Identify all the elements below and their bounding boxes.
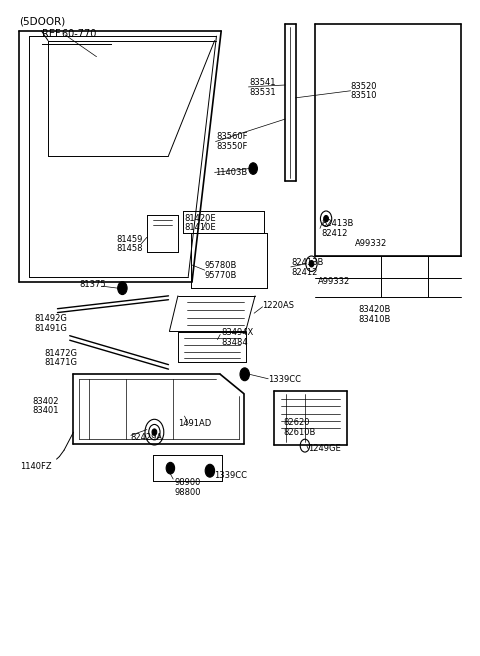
Circle shape [118,281,127,295]
Text: 1140FZ: 1140FZ [20,462,51,471]
Text: 83560F: 83560F [216,132,248,141]
Text: 83541: 83541 [250,78,276,87]
Text: 1339CC: 1339CC [214,471,247,480]
Circle shape [205,464,215,477]
Text: 11403B: 11403B [216,168,248,177]
Text: 83494X: 83494X [221,328,253,337]
Text: 1339CC: 1339CC [268,375,301,384]
Text: 98900: 98900 [174,478,201,487]
Text: 83420B: 83420B [359,306,391,314]
Text: 82412: 82412 [321,229,348,238]
Text: 82413B: 82413B [292,258,324,267]
Text: 83401: 83401 [32,407,59,415]
Text: 83410B: 83410B [359,315,391,324]
Text: REF.60-770: REF.60-770 [42,30,97,39]
Text: 81410E: 81410E [184,223,216,232]
Text: 81458: 81458 [117,245,143,253]
Text: 1491AD: 1491AD [178,419,211,428]
Circle shape [324,215,328,222]
Text: 82429A: 82429A [131,433,163,441]
Text: 82412: 82412 [292,268,318,277]
Text: 83484: 83484 [221,338,248,346]
Text: 1249GE: 1249GE [308,444,341,453]
Text: 81375: 81375 [79,280,106,289]
Text: 81471G: 81471G [45,358,78,367]
Circle shape [309,260,314,267]
Text: 82620: 82620 [283,418,310,427]
Text: (5DOOR): (5DOOR) [19,16,65,26]
Text: 82413B: 82413B [321,219,353,228]
Text: 83520: 83520 [350,82,377,91]
Text: 83550F: 83550F [216,142,248,151]
Circle shape [240,368,250,380]
Circle shape [152,429,157,436]
Text: 81492G: 81492G [34,314,67,323]
Text: 1220AS: 1220AS [263,301,295,310]
Text: 81459: 81459 [117,235,143,244]
Text: 95780B: 95780B [204,261,237,270]
Text: 95770B: 95770B [204,271,237,279]
Text: 81491G: 81491G [34,323,67,333]
Text: 82610B: 82610B [283,428,316,437]
Text: 83510: 83510 [350,91,377,100]
Text: 81472G: 81472G [45,348,78,358]
Text: A99332: A99332 [318,277,350,286]
Text: 83402: 83402 [32,397,59,406]
Circle shape [166,462,175,474]
Text: A99332: A99332 [355,239,387,247]
Text: 83531: 83531 [250,87,276,96]
Text: 98800: 98800 [174,488,201,497]
Circle shape [249,163,257,174]
Text: 81420E: 81420E [184,214,216,222]
